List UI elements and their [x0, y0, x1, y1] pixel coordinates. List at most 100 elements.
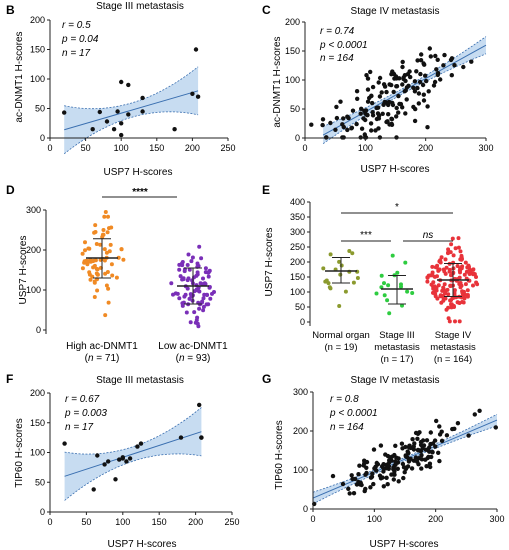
data-point-137 [384, 89, 389, 95]
data-point-72 [394, 105, 399, 111]
dot-group3-121 [453, 246, 458, 251]
data-point-87 [395, 466, 400, 471]
data-point-149 [416, 101, 421, 106]
data-point-89 [370, 471, 375, 476]
data-point-112 [438, 77, 443, 82]
y-tick-label-200: 200 [290, 257, 305, 267]
data-point-86 [389, 72, 394, 77]
panel-c-points [309, 46, 474, 140]
data-point-82 [435, 72, 440, 78]
y-tick-label-100: 100 [293, 465, 308, 475]
data-point-69 [425, 104, 430, 109]
data-point-12 [416, 91, 422, 96]
data-point-146 [397, 76, 402, 81]
dot-group2-39 [197, 244, 202, 249]
data-point-151 [354, 121, 359, 127]
dot-group2-14 [385, 298, 390, 303]
data-point-20 [397, 101, 402, 107]
data-point-73 [404, 465, 409, 470]
data-point-17 [449, 73, 454, 78]
data-point-141 [372, 465, 377, 471]
panel-e-axes: 0 50 100 150 200 250 300 350 400 [290, 197, 311, 327]
x-tick-label-100: 100 [115, 517, 130, 527]
data-point-147 [419, 453, 424, 458]
panel-c-axes: 0 100 200 300 0 50 100 150 200 [285, 17, 494, 153]
data-point-107 [461, 64, 466, 70]
dot-group3-76 [441, 285, 446, 290]
panel-g-points [312, 408, 498, 507]
dot-group3-83 [457, 319, 462, 324]
dot-group2-28 [190, 255, 195, 260]
group-label-3-line-1: Stage IV [435, 330, 472, 341]
data-point-56 [402, 470, 407, 475]
panel-d-group-label-low: Low ac-DNMT1 [158, 341, 228, 352]
dot-group1-13 [328, 286, 333, 291]
data-point-29 [371, 481, 376, 487]
data-point-134 [419, 52, 424, 57]
data-point-152 [363, 472, 368, 477]
dot-group2-47 [186, 252, 191, 257]
dot-group3-123 [448, 298, 453, 303]
dot-group1-2 [337, 304, 342, 308]
data-point-7 [117, 457, 122, 462]
dot-group3-136 [474, 280, 479, 285]
data-point-50 [394, 114, 399, 119]
panel-e-significance: **** ns [341, 202, 453, 242]
data-point-9 [119, 132, 124, 138]
dot-group3-59 [459, 255, 464, 260]
dot-group1-63 [109, 262, 114, 267]
data-point-83 [418, 71, 423, 77]
y-tick-label-50: 50 [290, 104, 300, 114]
data-point-47 [391, 477, 396, 482]
data-point-99 [429, 454, 434, 460]
dot-group3-144 [442, 269, 447, 274]
panel-f-points [62, 402, 204, 492]
dot-group3-135 [438, 258, 443, 263]
x-tick-label-0: 0 [47, 517, 52, 527]
data-point-23 [417, 79, 423, 85]
data-point-106 [410, 437, 415, 442]
dot-group3-81 [446, 247, 451, 252]
dot-group1-9 [114, 275, 119, 280]
data-point-1 [61, 110, 67, 115]
data-point-9 [124, 459, 129, 464]
data-point-6 [115, 109, 120, 114]
data-point-4 [104, 119, 110, 124]
dot-group3-132 [439, 255, 444, 260]
significance-label-3: ns [423, 230, 434, 241]
dot-group2-5 [187, 267, 192, 272]
y-tick-label-200: 200 [26, 245, 41, 255]
dot-group3-162 [431, 280, 436, 285]
data-point-138 [421, 92, 426, 97]
panel-g-stage-iv-tip60: Stage IV metastasis 0 100 200 300 0 100 200 300… [274, 375, 505, 550]
data-point-135 [426, 89, 431, 94]
dot-group2-9 [387, 311, 392, 316]
y-tick-label-50: 50 [295, 302, 305, 312]
dot-group1-46 [109, 225, 114, 230]
data-point-7 [119, 79, 124, 85]
dot-group2-81 [181, 276, 186, 281]
data-point-99 [379, 90, 384, 95]
data-point-74 [371, 447, 377, 452]
data-point-80 [406, 445, 412, 450]
dot-group2-64 [206, 302, 211, 307]
panel-b-y-label: ac-DNMT1 H-scores [14, 31, 25, 122]
panel-d-y-label: USP7 H-scores [18, 236, 29, 305]
panel-f-stat-p: p = 0.003 [64, 408, 107, 419]
data-point-130 [415, 431, 421, 436]
data-point-70 [455, 421, 461, 426]
dot-group3-116 [441, 295, 446, 300]
data-point-153 [420, 82, 426, 88]
panel-letter-d: D [6, 183, 15, 197]
data-point-120 [400, 64, 405, 70]
y-tick-label-250: 250 [290, 242, 305, 252]
data-point-140 [411, 447, 417, 452]
data-point-6 [113, 477, 118, 482]
data-point-109 [363, 486, 368, 492]
dot-group2-84 [207, 269, 211, 274]
data-point-71 [442, 52, 447, 58]
data-point-4 [102, 462, 107, 467]
data-point-126 [341, 124, 346, 130]
panel-b-regression-band [63, 66, 199, 155]
data-point-116 [403, 88, 408, 93]
